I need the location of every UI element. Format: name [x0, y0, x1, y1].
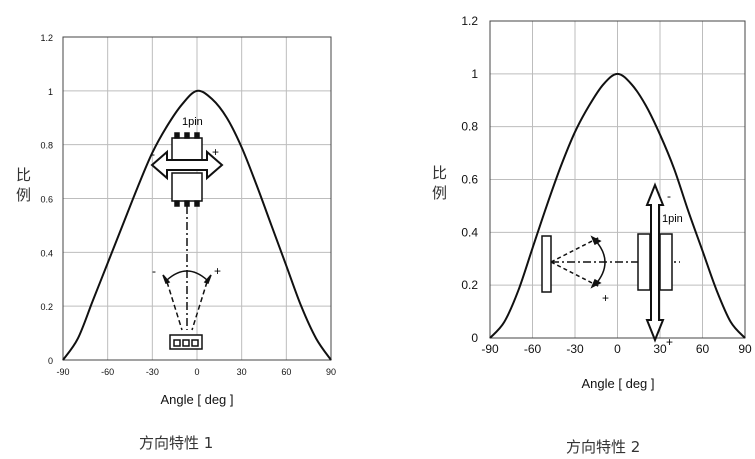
- y-tick-label: 0: [48, 356, 53, 366]
- x-tick-label: -30: [566, 342, 584, 356]
- plot-frame: [62, 36, 332, 361]
- x-tick-label: 30: [237, 367, 247, 377]
- x-tick-label: 60: [281, 367, 291, 377]
- pin-label: 1pin: [182, 116, 203, 128]
- x-tick-label: 90: [326, 367, 336, 377]
- pin-label: 1pin: [662, 213, 683, 225]
- led-package-bottom: [171, 172, 203, 202]
- x-tick-label: 0: [614, 342, 621, 356]
- minus-label-top: -: [151, 147, 155, 161]
- x-tick-labels: -90 -60 -30 0 30 60 90: [56, 367, 336, 377]
- y-tick-label: 1.2: [461, 14, 478, 28]
- caption-chart-2: 方向特性 2: [566, 438, 641, 456]
- y-tick-labels: 0 0.2 0.4 0.6 0.8 1 1.2: [40, 33, 53, 366]
- rotation-arc: [166, 270, 208, 281]
- double-arrow-vertical: [645, 182, 665, 343]
- caption-chart-1: 方向特性 1: [139, 434, 214, 452]
- x-tick-label: 30: [653, 342, 667, 356]
- grid: [489, 20, 746, 339]
- directional-chart-2: 0 0.2 0.4 0.6 0.8 1 1.2 -90 -60 -30 0 30 60 90 Angle…: [432, 14, 752, 391]
- series-line: [489, 72, 746, 339]
- minus-label-arc: -: [152, 264, 156, 278]
- y-tick-label: 0.6: [461, 173, 478, 187]
- y-tick-label: 0.2: [461, 278, 478, 292]
- x-tick-label: 90: [738, 342, 752, 356]
- x-tick-labels: -90 -60 -30 0 30 60 90: [481, 342, 752, 356]
- double-arrow-horizontal: [150, 149, 224, 181]
- x-tick-label: -90: [56, 367, 69, 377]
- x-tick-label: -30: [146, 367, 159, 377]
- led-diagram-illustration: [150, 132, 224, 350]
- led-package-left: [637, 233, 651, 291]
- plus-label-arrow: +: [666, 335, 673, 349]
- y-tick-label: 1: [48, 87, 53, 97]
- x-tick-label: -90: [481, 342, 499, 356]
- x-axis-label: Angle [ deg ]: [582, 376, 655, 391]
- y-tick-label: 0.4: [40, 248, 53, 258]
- led-diagram-illustration: [541, 182, 680, 343]
- sensor-package: [169, 334, 203, 350]
- series-line: [62, 89, 332, 361]
- y-tick-label: 0.8: [40, 141, 53, 151]
- x-axis-label: Angle [ deg ]: [161, 392, 234, 407]
- x-tick-label: -60: [524, 342, 542, 356]
- side-led-package: [541, 235, 552, 293]
- y-tick-labels: 0 0.2 0.4 0.6 0.8 1 1.2: [461, 14, 478, 345]
- plot-frame: [489, 20, 746, 339]
- y-axis-label: 比例: [432, 164, 447, 202]
- y-tick-label: 1: [471, 67, 478, 81]
- y-tick-label: 0.2: [40, 302, 53, 312]
- x-tick-label: -60: [101, 367, 114, 377]
- y-tick-label: 0: [471, 331, 478, 345]
- y-tick-label: 0.6: [40, 195, 53, 205]
- x-tick-label: 0: [194, 367, 199, 377]
- directional-chart-1: 0 0.2 0.4 0.6 0.8 1 1.2 -90 -60 -30 0 30 60 90 Angle…: [16, 33, 336, 407]
- led-package-top: [171, 137, 203, 161]
- plus-label-arc: +: [214, 264, 221, 278]
- plus-label-arc: +: [602, 291, 609, 305]
- y-tick-label: 0.4: [461, 225, 478, 239]
- plus-label-top: +: [212, 145, 219, 159]
- y-axis-label: 比例: [16, 166, 31, 204]
- x-tick-label: 60: [696, 342, 710, 356]
- led-package-right: [659, 233, 673, 291]
- y-tick-label: 0.8: [461, 120, 478, 134]
- y-tick-label: 1.2: [40, 33, 53, 43]
- minus-label: -: [667, 189, 671, 203]
